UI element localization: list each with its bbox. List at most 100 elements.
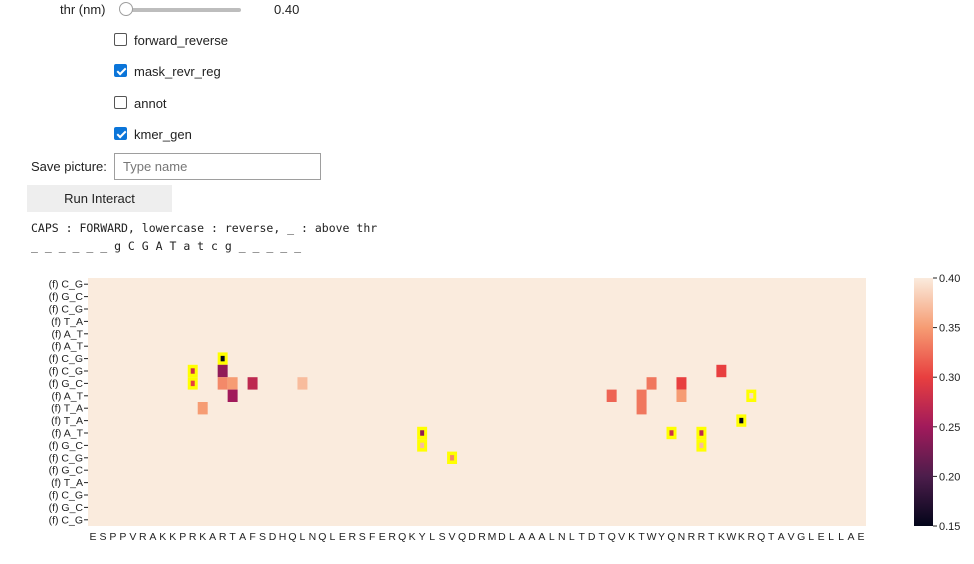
- x-tick-label: L: [509, 531, 515, 543]
- x-tick-label: E: [818, 531, 825, 543]
- legend-line: CAPS : FORWARD, lowercase : reverse, _ :…: [31, 221, 378, 235]
- x-tick-label: R: [139, 531, 147, 543]
- y-tick-label: (f) A_T: [51, 328, 83, 340]
- x-tick-label: D: [269, 531, 277, 543]
- colorbar-tick-label: 0.35: [939, 323, 960, 335]
- x-tick-label: R: [388, 531, 396, 543]
- heatmap-cell: [646, 377, 657, 390]
- x-tick-label: T: [229, 531, 236, 543]
- x-tick-label: V: [449, 531, 456, 543]
- colorbar-tick-label: 0.30: [939, 372, 960, 384]
- x-tick-label: L: [300, 531, 306, 543]
- annot-label: annot: [134, 96, 167, 111]
- forward-reverse-checkbox[interactable]: [114, 33, 127, 46]
- x-tick-label: Q: [458, 531, 466, 543]
- x-tick-label: V: [788, 531, 795, 543]
- heatmap-cell: [676, 389, 687, 402]
- save-picture-label: Save picture:: [31, 159, 107, 174]
- y-tick-label: (f) C_G: [49, 452, 83, 464]
- mask-revr-reg-checkbox[interactable]: [114, 64, 127, 77]
- x-tick-label: G: [797, 531, 805, 543]
- x-tick-label: K: [738, 531, 745, 543]
- y-tick-label: (f) C_G: [49, 366, 83, 378]
- y-tick-label: (f) G_C: [49, 502, 84, 514]
- x-tick-label: W: [726, 531, 736, 543]
- y-tick-label: (f) C_G: [49, 514, 83, 526]
- x-tick-label: L: [329, 531, 335, 543]
- x-tick-label: A: [778, 531, 785, 543]
- y-tick-label: (f) C_G: [49, 279, 83, 291]
- x-tick-label: Q: [757, 531, 765, 543]
- x-tick-label: T: [579, 531, 586, 543]
- thr-slider-track[interactable]: [121, 8, 241, 12]
- x-tick-label: S: [439, 531, 446, 543]
- y-tick-label: (f) T_A: [51, 477, 83, 489]
- y-tick-label: (f) G_C: [49, 465, 84, 477]
- heatmap-cell: [420, 430, 425, 436]
- heatmap-cell: [716, 364, 727, 378]
- x-tick-label: T: [598, 531, 605, 543]
- x-tick-label: Q: [318, 531, 326, 543]
- forward-reverse-label: forward_reverse: [134, 33, 228, 48]
- kmer-gen-checkbox[interactable]: [114, 127, 127, 140]
- x-tick-label: A: [239, 531, 246, 543]
- x-tick-label: L: [828, 531, 834, 543]
- heatmap-cell: [197, 402, 208, 415]
- sequence-line: _ _ _ _ _ _ g C G A T a t c g _ _ _ _ _: [31, 239, 302, 253]
- y-tick-label: (f) C_G: [49, 304, 83, 316]
- x-tick-label: L: [838, 531, 844, 543]
- heatmap-cell: [636, 402, 647, 415]
- colorbar-tick-label: 0.15: [939, 521, 960, 533]
- kmer-gen-label: kmer_gen: [134, 127, 192, 142]
- heatmap-cell: [606, 389, 617, 402]
- x-tick-label: Y: [658, 531, 665, 543]
- x-tick-label: L: [429, 531, 435, 543]
- y-tick-label: (f) A_T: [51, 390, 83, 402]
- heatmap-chart: (f) C_G(f) G_C(f) C_G(f) T_A(f) A_T(f) A…: [49, 273, 961, 543]
- heatmap-cell: [450, 455, 455, 461]
- heatmap-cell: [227, 377, 238, 390]
- heatmap-cell: [739, 417, 744, 424]
- x-tick-label: W: [647, 531, 657, 543]
- x-tick-label: Q: [667, 531, 675, 543]
- x-tick-label: K: [628, 531, 635, 543]
- heatmap-background: [88, 278, 866, 526]
- heatmap-cell: [669, 430, 674, 436]
- run-interact-button[interactable]: Run Interact: [27, 185, 172, 212]
- colorbar-tick-label: 0.25: [939, 422, 960, 434]
- x-tick-label: M: [488, 531, 497, 543]
- x-tick-label: K: [169, 531, 176, 543]
- y-tick-label: (f) A_T: [51, 341, 83, 353]
- x-tick-label: P: [109, 531, 116, 543]
- mask-revr-reg-label: mask_revr_reg: [134, 64, 221, 79]
- x-tick-label: D: [498, 531, 506, 543]
- x-tick-label: P: [119, 531, 126, 543]
- heatmap-cell: [676, 377, 687, 390]
- x-tick-label: E: [858, 531, 865, 543]
- y-tick-label: (f) C_G: [49, 353, 83, 365]
- heatmap-cell: [190, 368, 195, 374]
- x-tick-label: R: [747, 531, 755, 543]
- x-tick-label: Q: [608, 531, 616, 543]
- annot-checkbox[interactable]: [114, 96, 127, 109]
- x-tick-label: S: [259, 531, 266, 543]
- save-picture-input[interactable]: [114, 153, 321, 180]
- heatmap-cell: [217, 364, 228, 378]
- x-tick-label: P: [179, 531, 186, 543]
- x-tick-label: K: [718, 531, 725, 543]
- x-tick-label: F: [249, 531, 255, 543]
- heatmap-cell: [190, 380, 195, 387]
- heatmap-cell: [220, 355, 225, 362]
- x-tick-label: N: [309, 531, 317, 543]
- x-tick-label: L: [569, 531, 575, 543]
- y-tick-label: (f) A_T: [51, 428, 83, 440]
- x-tick-label: A: [518, 531, 525, 543]
- x-tick-label: L: [808, 531, 814, 543]
- x-tick-label: A: [209, 531, 216, 543]
- x-tick-label: A: [848, 531, 855, 543]
- x-tick-label: R: [349, 531, 357, 543]
- heatmap-cell: [636, 389, 647, 402]
- heatmap-cell: [699, 430, 704, 436]
- x-tick-label: K: [159, 531, 166, 543]
- thr-slider-handle[interactable]: [119, 2, 133, 16]
